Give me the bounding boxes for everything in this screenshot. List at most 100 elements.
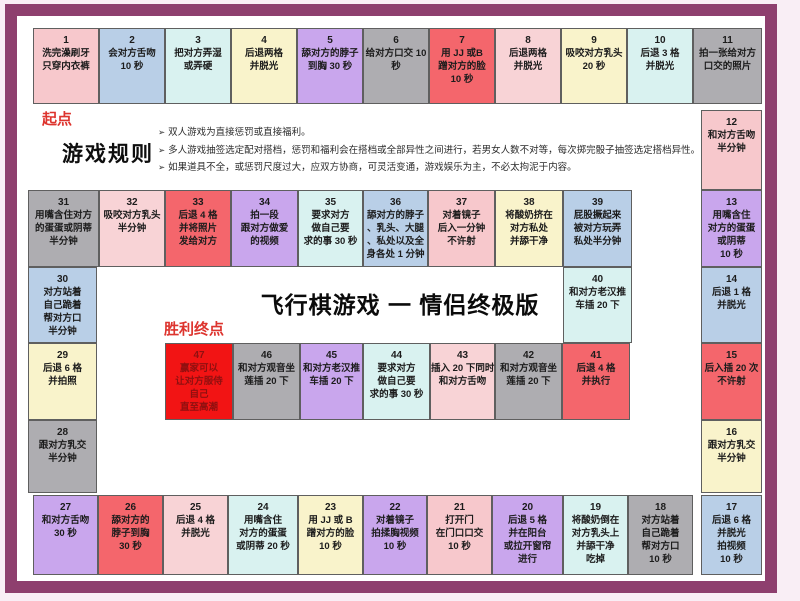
cell-text-line: 和对方观音坐 bbox=[499, 363, 557, 374]
cell-text-line: 要求对方 bbox=[377, 363, 416, 374]
cell-text-line: 舔对方的脖子 bbox=[301, 48, 359, 59]
cell-text-line: 和对方舌吻 bbox=[707, 130, 756, 141]
cell-text-line: 对方站着 bbox=[641, 515, 680, 526]
cell-number: 32 bbox=[126, 197, 138, 208]
cell-number: 11 bbox=[722, 35, 733, 46]
board-cell-37: 37 对着镜子 后入一分钟 不许射 bbox=[428, 190, 495, 267]
cell-number: 4 bbox=[261, 35, 267, 46]
game-title: 飞行棋游戏 一 情侣终极版 bbox=[260, 292, 540, 318]
board-cell-6: 6 给对方口交 10 秒 bbox=[363, 28, 429, 104]
board-cell-14: 14 后退 1 格并脱光 bbox=[701, 267, 762, 343]
cell-text-line: 给对方口交 10 bbox=[365, 48, 427, 59]
cell-text-line: 用嘴含住 bbox=[243, 515, 282, 526]
cell-text-line: 对方乳头上 bbox=[571, 528, 620, 539]
cell-text-line: 并脱光 bbox=[249, 61, 279, 72]
board-cell-33: 33 后退 4 格并将照片 发给对方 bbox=[165, 190, 231, 267]
board-cell-4: 4 后退两格并脱光 bbox=[231, 28, 297, 104]
board-cell-2: 2 会对方舌吻 10 秒 bbox=[99, 28, 165, 104]
cell-text-line: 和对方舌吻 bbox=[41, 515, 90, 526]
cell-text-line: 并舔干净 bbox=[509, 236, 548, 247]
cell-number: 47 bbox=[193, 350, 205, 361]
board-cell-23: 23 用 JJ 或 B 蹭对方的脸 10 秒 bbox=[298, 495, 363, 575]
cell-text-line: 30 秒 bbox=[54, 528, 77, 539]
cell-text-line: 或阴蒂 20 秒 bbox=[236, 541, 290, 552]
cell-text-line: 洗完澡刷牙 bbox=[42, 48, 90, 59]
cell-text-line: 并脱光 bbox=[181, 528, 210, 539]
rule-item: ➢ 如果道具不全，或惩罚尺度过大，应双方协商，可灵活变通，游戏娱乐为主，不必太拘泥… bbox=[158, 162, 577, 173]
cell-number: 38 bbox=[523, 197, 535, 208]
cell-text-line: 并执行 bbox=[581, 376, 611, 387]
board-cell-11: 11 拍一张给对方 口交的照片 bbox=[693, 28, 762, 104]
cell-number: 35 bbox=[324, 197, 337, 208]
cell-text-line: 要求对方 bbox=[311, 210, 350, 221]
cell-text-line: 拍一段 bbox=[250, 210, 279, 221]
rule-bullet-icon: ➢ bbox=[158, 144, 166, 155]
cell-text-line: 跟对方乳交 bbox=[707, 440, 756, 451]
cell-text-line: 脖子到胸 bbox=[111, 528, 150, 539]
cell-number: 36 bbox=[389, 197, 402, 208]
cell-text-line: 30 秒 bbox=[119, 541, 142, 552]
board-cell-38: 38 将酸奶挤在 对方私处 并舔干净 bbox=[495, 190, 563, 267]
cell-number: 25 bbox=[189, 502, 202, 513]
cell-number: 12 bbox=[725, 117, 738, 128]
cell-text-line: 进行 bbox=[517, 554, 537, 565]
cell-text-line: 舔对方的脖子 bbox=[366, 210, 424, 221]
cell-text-line: 并脱光 bbox=[717, 528, 746, 539]
cell-text-line: 用嘴含住 bbox=[712, 210, 751, 221]
cell-text-line: 只穿内衣裤 bbox=[42, 61, 90, 72]
cell-number: 37 bbox=[455, 197, 468, 208]
board-cell-25: 25 后退 4 格并脱光 bbox=[163, 495, 228, 575]
cell-text-line: 口交的照片 bbox=[703, 61, 752, 72]
board-cell-45: 45 和对方老汉推 车插 20 下 bbox=[300, 343, 363, 420]
cell-number: 43 bbox=[456, 350, 469, 361]
board-cell-46: 46 和对方观音坐 莲插 20 下 bbox=[233, 343, 300, 420]
board-cell-31: 31 用嘴含住对方 的蛋蛋或阴蒂 半分钟 bbox=[28, 190, 99, 267]
cell-text-line: 20 秒 bbox=[582, 61, 606, 72]
board-cell-7: 7 用 JJ 或B 蹭对方的脸 10 秒 bbox=[429, 28, 495, 104]
cell-text-line: 把对方弄湿 bbox=[174, 48, 222, 59]
cell-text-line: 赢家可以 bbox=[179, 363, 218, 374]
cell-number: 18 bbox=[654, 502, 667, 513]
cell-number: 16 bbox=[725, 427, 738, 438]
cell-text-line: 、乳头、大腿 bbox=[366, 223, 424, 234]
cell-text-line: 后退 6 格 bbox=[42, 363, 83, 374]
cell-text-line: 10 秒 bbox=[649, 554, 672, 565]
board-cell-40: 40 和对方老汉推 车插 20 下 bbox=[563, 267, 632, 343]
cell-text-line: 车插 20 下 bbox=[309, 376, 354, 387]
cell-number: 46 bbox=[260, 350, 273, 361]
cell-text-line: 做自己要 bbox=[311, 223, 350, 234]
cell-text-line: 车插 20 下 bbox=[575, 300, 620, 311]
rule-bullet-icon: ➢ bbox=[158, 162, 166, 172]
board-cell-29: 29 后退 6 格并拍照 bbox=[28, 343, 97, 420]
cell-number: 24 bbox=[257, 502, 269, 513]
board-cell-3: 3 把对方弄湿 或弄硬 bbox=[165, 28, 231, 104]
cell-text-line: 将酸奶挤在 bbox=[505, 210, 553, 221]
start-label: 起点 bbox=[42, 111, 73, 128]
rule-item: ➢ 多人游戏抽签选定配对搭档，惩罚和福利会在搭档或全部异性之间进行，若男女人数不对… bbox=[158, 144, 701, 156]
cell-number: 26 bbox=[124, 502, 137, 513]
cell-text-line: 10 秒 bbox=[448, 541, 471, 552]
cell-text-line: 会对方舌吻 bbox=[108, 48, 156, 59]
board-cell-18: 18 对方站着 自己跪着 帮对方口 10 秒 bbox=[628, 495, 693, 575]
cell-text-line: 身各处 1 分钟 bbox=[366, 249, 425, 260]
cell-number: 3 bbox=[195, 35, 201, 46]
board-cell-15: 15 后入插 20 次不许射 bbox=[701, 343, 762, 420]
cell-text-line: 对方的蛋蛋 bbox=[707, 223, 756, 234]
cell-text-line: 10 秒 bbox=[450, 74, 474, 85]
cell-text-line: 后退 3 格 bbox=[640, 48, 680, 59]
cell-text-line: 和对方观音坐 bbox=[237, 363, 295, 374]
cell-text-line: 私处半分钟 bbox=[573, 236, 622, 247]
cell-text-line: 的视频 bbox=[250, 236, 279, 247]
cell-text-line: 的蛋蛋或阴蒂 bbox=[34, 223, 92, 234]
cell-text-line: 拍视频 bbox=[717, 541, 746, 552]
cell-text-line: 后退两格 bbox=[244, 48, 283, 59]
board-cell-20: 20 后退 5 格并在阳台 或拉开窗帘 进行 bbox=[492, 495, 563, 575]
cell-text-line: 并拍照 bbox=[48, 376, 77, 387]
board-cell-36: 36 舔对方的脖子 、乳头、大腿 、私处以及全 身各处 1 分钟 bbox=[363, 190, 428, 267]
cell-text-line: 后退 1 格 bbox=[711, 287, 752, 298]
cell-number: 20 bbox=[521, 502, 534, 513]
board-cell-9: 9 吸咬对方乳头 20 秒 bbox=[561, 28, 627, 104]
board-cell-47: 47 赢家可以 让对方服侍 自己 直至高潮 bbox=[165, 343, 233, 420]
cell-number: 42 bbox=[522, 350, 535, 361]
board-cell-32: 32 吸咬对方乳头 半分钟 bbox=[99, 190, 165, 267]
